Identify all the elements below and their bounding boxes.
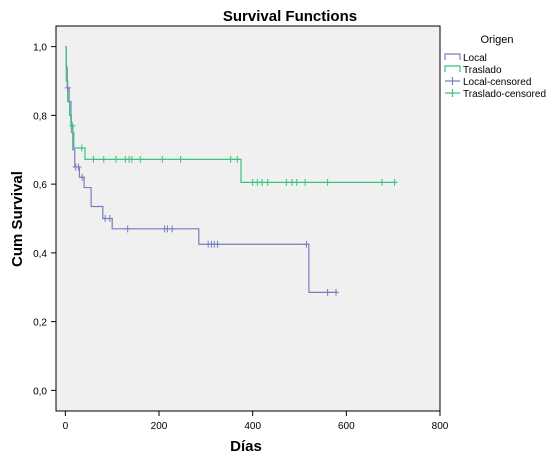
censor-mark-traslado bbox=[128, 155, 135, 163]
x-tick-label: 600 bbox=[338, 421, 355, 432]
legend-label: Local bbox=[463, 53, 487, 64]
censor-mark-traslado bbox=[227, 155, 234, 163]
censor-mark-traslado bbox=[324, 178, 331, 186]
censor-mark-traslado bbox=[100, 155, 107, 163]
censor-mark-local bbox=[333, 288, 340, 296]
censor-mark-traslado bbox=[378, 178, 385, 186]
x-tick-label: 0 bbox=[63, 421, 69, 432]
legend: Origen LocalTrasladoLocal-censoredTrasla… bbox=[444, 34, 546, 100]
censor-mark-traslado bbox=[391, 178, 398, 186]
censor-mark-local bbox=[64, 84, 71, 92]
censor-mark-traslado bbox=[259, 178, 266, 186]
y-tick-label: 0,2 bbox=[33, 318, 47, 329]
y-axis: 0,0 0,2 0,4 0,6 0,8 1,0 bbox=[33, 43, 56, 397]
censor-mark-traslado bbox=[283, 178, 290, 186]
chart-title: Survival Functions bbox=[223, 8, 357, 25]
censor-mark-traslado bbox=[78, 144, 85, 152]
censored-markers bbox=[64, 84, 398, 296]
legend-label: Traslado-censored bbox=[463, 89, 546, 100]
x-tick-label: 400 bbox=[244, 421, 261, 432]
x-axis-label: Días bbox=[230, 438, 262, 455]
y-axis-label: Cum Survival bbox=[9, 171, 26, 267]
censor-mark-traslado bbox=[159, 155, 166, 163]
y-tick-label: 0,6 bbox=[33, 180, 47, 191]
censor-mark-traslado bbox=[234, 155, 241, 163]
censor-mark-traslado bbox=[69, 122, 76, 130]
x-axis: 0 200 400 600 800 bbox=[63, 411, 449, 432]
censor-mark-traslado bbox=[293, 178, 300, 186]
censor-mark-traslado bbox=[264, 178, 271, 186]
y-tick-label: 0,0 bbox=[33, 386, 47, 397]
censor-mark-local bbox=[169, 225, 176, 233]
legend-label: Traslado bbox=[463, 65, 502, 76]
x-tick-label: 800 bbox=[432, 421, 449, 432]
censor-mark-traslado bbox=[177, 155, 184, 163]
plot-area bbox=[55, 25, 441, 412]
y-tick-label: 0,4 bbox=[33, 249, 47, 260]
legend-title: Origen bbox=[480, 34, 513, 46]
censor-mark-local bbox=[106, 215, 113, 222]
x-tick-label: 200 bbox=[151, 421, 168, 432]
censor-mark-local bbox=[303, 240, 310, 248]
legend-swatch bbox=[445, 89, 460, 97]
legend-swatch bbox=[444, 53, 461, 60]
legend-swatch bbox=[444, 65, 461, 72]
censor-mark-local bbox=[324, 288, 331, 296]
y-tick-label: 1,0 bbox=[33, 43, 47, 54]
censor-mark-traslado bbox=[90, 155, 97, 163]
censor-mark-local bbox=[79, 173, 86, 181]
y-tick-label: 0,8 bbox=[33, 111, 47, 122]
censor-mark-local bbox=[124, 225, 131, 233]
censor-mark-traslado bbox=[302, 178, 309, 186]
censor-mark-traslado bbox=[137, 155, 144, 163]
censor-mark-local bbox=[75, 163, 82, 171]
censor-mark-local bbox=[214, 240, 221, 248]
legend-label: Local-censored bbox=[463, 77, 531, 88]
legend-swatch bbox=[445, 77, 460, 85]
censor-mark-traslado bbox=[112, 155, 119, 163]
